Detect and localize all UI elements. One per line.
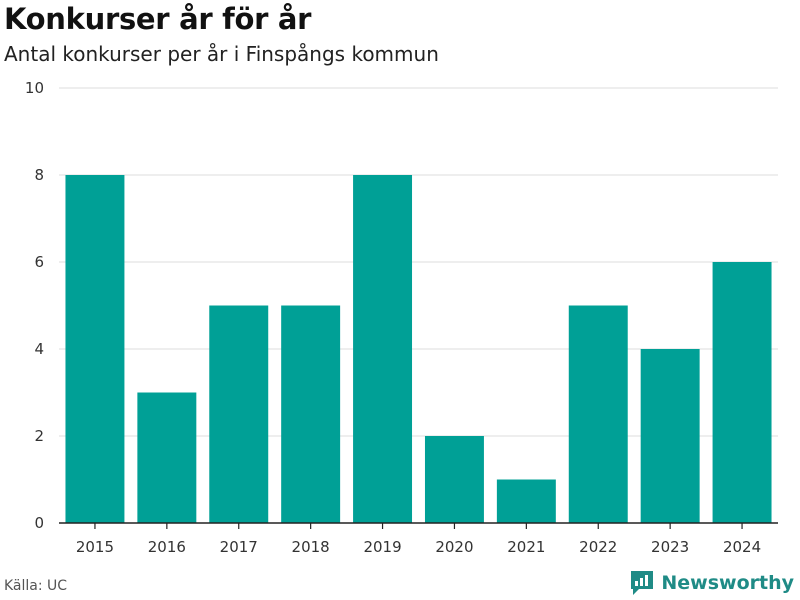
y-tick-label: 4	[34, 340, 44, 358]
bar-2019	[353, 175, 413, 523]
x-tick-label-2016: 2016	[148, 538, 186, 556]
bar-2018	[281, 305, 341, 523]
x-tick-label-2021: 2021	[507, 538, 545, 556]
source-note: Källa: UC	[4, 578, 68, 594]
bar-2023	[640, 349, 700, 523]
chart-title: Konkurser år för år	[4, 2, 312, 36]
brand-name: Newsworthy	[661, 572, 794, 594]
x-tick-label-2017: 2017	[220, 538, 258, 556]
y-tick-label: 8	[34, 166, 44, 184]
bars	[65, 175, 772, 523]
y-tick-label: 10	[25, 79, 44, 97]
bar-2022	[568, 305, 628, 523]
y-axis-ticks: 0 2 4 6 8 10	[25, 79, 44, 532]
bar-2021	[496, 479, 556, 523]
x-tick-label-2015: 2015	[76, 538, 114, 556]
x-tick-label-2019: 2019	[363, 538, 401, 556]
x-tick-label-2023: 2023	[651, 538, 689, 556]
bar-2024	[712, 262, 772, 523]
bar-2020	[424, 436, 484, 523]
brand-logo: Newsworthy	[629, 569, 794, 597]
x-tick-label-2018: 2018	[292, 538, 330, 556]
y-tick-label: 2	[34, 427, 44, 445]
x-tick-label-2020: 2020	[435, 538, 473, 556]
x-axis-ticks: 2015 2016 2017 2018 2019 2020 2021 2022 2023 2024	[76, 523, 761, 556]
bar-2015	[65, 175, 125, 523]
x-tick-label-2022: 2022	[579, 538, 617, 556]
chart-subtitle: Antal konkurser per år i Finspångs kommu…	[4, 42, 439, 66]
newsworthy-logo-icon	[631, 571, 654, 595]
bar-2017	[209, 305, 269, 523]
y-tick-label: 6	[34, 253, 44, 271]
bar-2016	[137, 392, 197, 523]
y-tick-label: 0	[34, 514, 44, 532]
x-tick-label-2024: 2024	[723, 538, 761, 556]
